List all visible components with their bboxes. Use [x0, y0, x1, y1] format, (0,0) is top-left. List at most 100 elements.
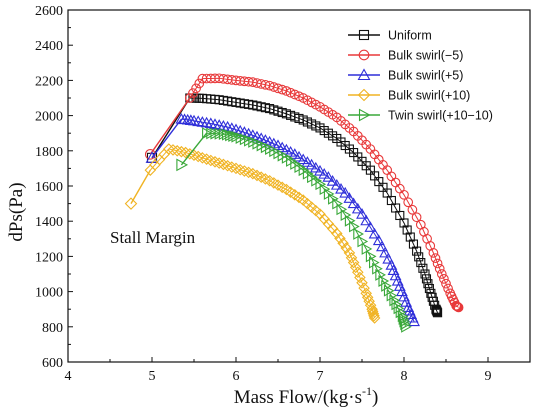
legend-marker [357, 88, 371, 102]
stall-point [176, 158, 189, 172]
data-point [361, 291, 374, 304]
y-tick-label: 2200 [35, 74, 63, 89]
y-tick-label: 2600 [35, 4, 63, 19]
data-point [401, 320, 412, 333]
series-line [189, 77, 459, 308]
y-tick-label: 2000 [35, 110, 63, 125]
data-point [352, 266, 364, 279]
data-point [288, 148, 301, 159]
y-tick-label: 1200 [35, 250, 63, 265]
data-point [399, 315, 411, 328]
stall-point [124, 197, 138, 210]
data-point [309, 161, 322, 173]
data-point [378, 275, 390, 287]
legend-label: Bulk swirl(−5) [388, 49, 463, 63]
data-point [289, 89, 300, 100]
data-point [368, 312, 381, 324]
data-point [268, 82, 279, 92]
y-tick-label: 1800 [35, 145, 63, 160]
axes: 4 5 6 7 8 9 600 800 1000 1200 1400 1600 1800 2000 2200… [35, 4, 531, 384]
stall-margin-annotation: Stall Margin [110, 228, 196, 247]
series-0 [146, 93, 443, 318]
x-tick-label: 8 [401, 369, 408, 384]
data-point [191, 83, 201, 94]
series-4 [176, 127, 412, 333]
data-point [194, 78, 205, 89]
data-point [414, 252, 424, 262]
data-point [416, 258, 426, 268]
data-point [179, 146, 192, 159]
data-point [345, 251, 358, 264]
x-tick-label: 7 [317, 369, 324, 384]
legend-item: Bulk swirl(+5) [348, 68, 463, 83]
data-point [230, 162, 242, 175]
data-point [339, 186, 352, 198]
x-tick-label: 6 [233, 369, 240, 384]
data-point [402, 225, 412, 235]
data-point [301, 156, 314, 167]
data-point [428, 248, 439, 258]
data-point [192, 150, 204, 163]
data-point [364, 299, 377, 312]
data-point [238, 165, 251, 177]
data-point [398, 312, 410, 325]
data-point [420, 269, 430, 279]
data-point [368, 227, 381, 239]
data-point [399, 218, 409, 228]
data-point [397, 310, 409, 323]
data-point [453, 302, 464, 313]
data-point [408, 315, 421, 327]
legend-item: Uniform [348, 29, 432, 43]
legend-marker [358, 108, 371, 122]
legend-marker [357, 68, 371, 81]
data-point [184, 148, 196, 160]
data-point [399, 189, 409, 200]
data-point [356, 208, 368, 219]
data-point [218, 128, 230, 141]
data-point [386, 289, 398, 302]
data-point [411, 212, 422, 223]
legend-item: Bulk swirl(+10) [348, 89, 470, 103]
x-tick-label: 4 [65, 369, 72, 384]
data-point [242, 166, 255, 179]
series-3 [124, 143, 381, 324]
data-point [175, 145, 188, 158]
data-point [343, 247, 356, 259]
legend-item: Twin swirl(+10−10) [348, 109, 493, 123]
data-point [376, 240, 388, 252]
data-point [297, 153, 310, 165]
y-tick-label: 2400 [35, 39, 63, 54]
data-point [221, 159, 234, 172]
data-point [383, 284, 395, 297]
legend-label: Uniform [388, 29, 432, 43]
data-point [285, 87, 296, 98]
data-point [368, 310, 380, 322]
data-point [443, 283, 453, 294]
data-point [360, 287, 372, 300]
data-point [293, 150, 305, 162]
data-point [337, 237, 349, 249]
data-point [234, 163, 246, 176]
data-point [366, 305, 379, 318]
data-point [421, 274, 432, 284]
data-point [347, 256, 360, 269]
data-point [184, 93, 195, 103]
data-point [322, 171, 335, 182]
data-point [363, 295, 375, 308]
data-point [225, 129, 236, 142]
data-point [379, 246, 392, 258]
data-point [430, 253, 441, 264]
legend-label: Bulk swirl(+5) [388, 69, 463, 83]
data-point [340, 242, 353, 254]
data-point [349, 261, 362, 274]
stall-connector-line [130, 169, 151, 204]
data-point [347, 197, 360, 209]
data-point [294, 91, 304, 102]
y-tick-label: 600 [42, 356, 63, 371]
y-tick-label: 1400 [35, 215, 63, 230]
data-point [330, 178, 343, 190]
data-point [408, 239, 419, 249]
data-point [167, 144, 179, 156]
x-tick-label: 5 [149, 369, 156, 384]
